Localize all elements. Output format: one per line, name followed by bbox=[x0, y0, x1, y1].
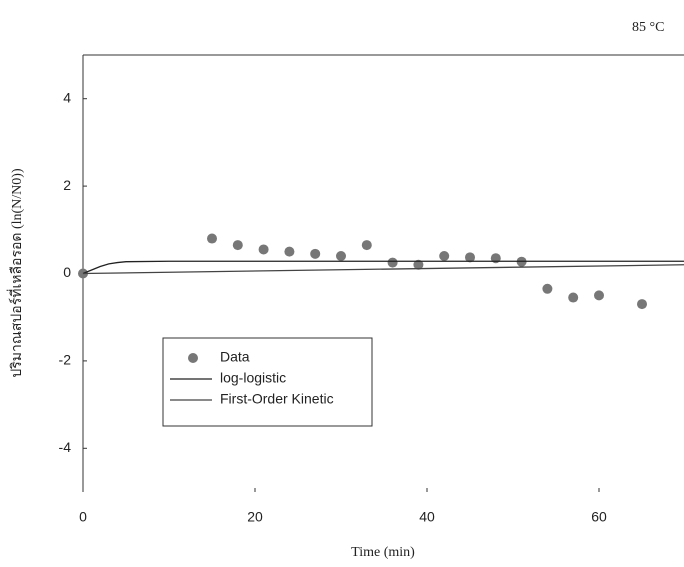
data-point bbox=[388, 258, 398, 268]
x-tick-label: 60 bbox=[591, 509, 607, 525]
series-line bbox=[83, 265, 684, 274]
x-tick-label: 40 bbox=[419, 509, 435, 525]
y-axis-label: ปริมาณสปอร์ที่เหลือรอด (ln(N/N0)) bbox=[7, 168, 25, 378]
data-point bbox=[568, 293, 578, 303]
data-point bbox=[439, 251, 449, 261]
data-point bbox=[594, 290, 604, 300]
data-point bbox=[259, 244, 269, 254]
data-point bbox=[542, 284, 552, 294]
x-axis-label: Time (min) bbox=[351, 545, 415, 560]
data-point bbox=[284, 247, 294, 257]
y-tick-label: 2 bbox=[63, 177, 71, 193]
chart-title: 85 °C bbox=[632, 20, 664, 35]
y-tick-label: -4 bbox=[59, 439, 72, 455]
data-point bbox=[336, 251, 346, 261]
legend-label: Data bbox=[220, 349, 250, 365]
legend-marker bbox=[188, 353, 198, 363]
y-tick-label: 4 bbox=[63, 89, 71, 105]
x-tick-label: 20 bbox=[247, 509, 263, 525]
data-point bbox=[310, 249, 320, 259]
data-point bbox=[362, 240, 372, 250]
chart: 85 °C Time (min) ปริมาณสปอร์ที่เหลือรอด … bbox=[0, 0, 684, 567]
legend-label: log-logistic bbox=[220, 370, 286, 386]
data-point bbox=[207, 234, 217, 244]
legend-label: First-Order Kinetic bbox=[220, 391, 334, 407]
x-tick-label: 0 bbox=[79, 509, 87, 525]
y-tick-label: -2 bbox=[59, 352, 72, 368]
data-point bbox=[233, 240, 243, 250]
y-tick-label: 0 bbox=[63, 264, 71, 280]
data-point bbox=[637, 299, 647, 309]
